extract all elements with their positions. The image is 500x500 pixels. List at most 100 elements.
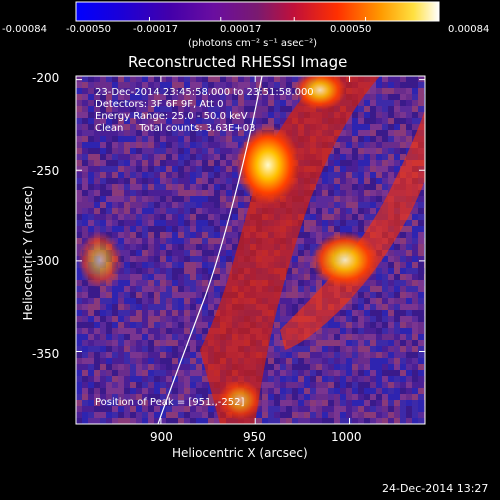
image-pixel [280,388,286,394]
image-pixel [142,214,148,220]
image-pixel [238,184,244,190]
image-pixel [142,328,148,334]
image-pixel [412,124,418,130]
image-pixel [166,238,172,244]
image-pixel [358,220,364,226]
image-pixel [232,232,238,238]
image-pixel [226,238,232,244]
image-pixel [370,208,376,214]
image-pixel [328,340,334,346]
image-pixel [112,232,118,238]
image-pixel [166,370,172,376]
image-pixel [256,82,262,88]
image-pixel [286,364,292,370]
image-pixel [388,292,394,298]
image-pixel [142,106,148,112]
image-pixel [196,370,202,376]
image-pixel [376,130,382,136]
image-pixel [376,160,382,166]
image-pixel [400,244,406,250]
image-pixel [130,370,136,376]
image-pixel [286,274,292,280]
image-pixel [136,316,142,322]
image-pixel [208,100,214,106]
image-pixel [184,406,190,412]
image-pixel [166,280,172,286]
image-pixel [340,376,346,382]
image-pixel [94,310,100,316]
image-pixel [340,418,346,424]
image-pixel [304,250,310,256]
image-pixel [328,202,334,208]
image-pixel [76,88,82,94]
image-pixel [310,226,316,232]
image-pixel [190,100,196,106]
image-pixel [166,286,172,292]
image-pixel [124,334,130,340]
image-pixel [418,346,424,352]
image-pixel [112,136,118,142]
image-pixel [166,334,172,340]
image-pixel [178,172,184,178]
image-pixel [142,136,148,142]
image-pixel [160,118,166,124]
image-pixel [328,412,334,418]
image-pixel [130,124,136,130]
image-pixel [94,358,100,364]
image-pixel [136,124,142,130]
image-pixel [226,94,232,100]
image-pixel [388,124,394,130]
image-pixel [220,190,226,196]
image-pixel [142,160,148,166]
image-pixel [316,412,322,418]
image-pixel [412,352,418,358]
image-pixel [190,166,196,172]
image-pixel [238,226,244,232]
image-pixel [238,130,244,136]
image-pixel [310,382,316,388]
image-pixel [124,130,130,136]
image-pixel [178,280,184,286]
image-pixel [418,88,424,94]
image-pixel [382,82,388,88]
image-pixel [340,394,346,400]
image-pixel [118,346,124,352]
image-pixel [142,262,148,268]
image-pixel [196,280,202,286]
image-pixel [226,190,232,196]
image-pixel [400,274,406,280]
image-pixel [154,352,160,358]
image-pixel [118,268,124,274]
image-pixel [76,406,82,412]
image-pixel [118,316,124,322]
image-pixel [388,88,394,94]
lower-source [218,380,262,420]
image-pixel [262,400,268,406]
image-pixel [124,166,130,172]
image-pixel [106,202,112,208]
image-pixel [124,346,130,352]
image-pixel [406,214,412,220]
image-pixel [238,214,244,220]
image-pixel [142,346,148,352]
image-pixel [322,280,328,286]
image-pixel [370,274,376,280]
image-pixel [82,94,88,100]
image-pixel [94,124,100,130]
image-pixel [370,190,376,196]
image-pixel [400,280,406,286]
image-pixel [232,220,238,226]
image-pixel [310,370,316,376]
image-pixel [352,388,358,394]
image-pixel [112,76,118,82]
image-pixel [406,130,412,136]
image-pixel [226,76,232,82]
image-pixel [124,358,130,364]
image-pixel [382,394,388,400]
image-pixel [280,88,286,94]
image-pixel [154,184,160,190]
image-pixel [406,370,412,376]
image-pixel [412,322,418,328]
image-pixel [202,148,208,154]
image-pixel [334,310,340,316]
